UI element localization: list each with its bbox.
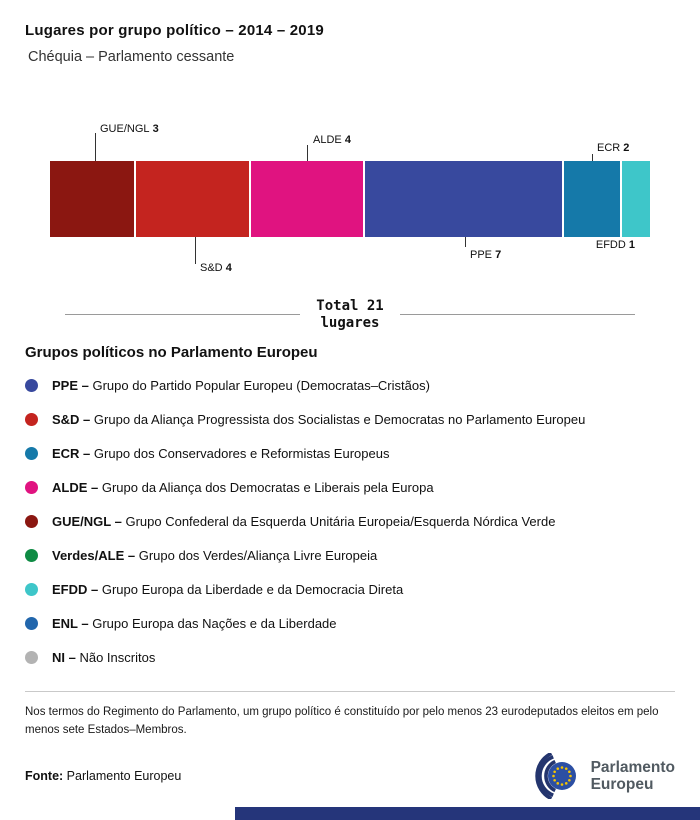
legend-desc: Grupo Europa da Liberdade e da Democraci… [101,582,404,598]
parliament-hemicycle-icon [534,753,576,800]
callout-line-sd [195,237,196,264]
legend-abbr: EFDD – [52,582,99,598]
source-label: Fonte: [25,769,64,784]
legend-desc: Grupo Europa das Nações e da Liberdade [92,616,337,632]
alde-color-dot [25,481,38,495]
total-left-rule [65,314,301,316]
legend-desc: Grupo dos Conservadores e Reformistas Eu… [93,446,390,462]
legend-abbr: GUE/NGL – [52,514,122,530]
legend-item-label: ENL – Grupo Europa das Nações e da Liber… [52,616,337,631]
segment-label-ppe: PPE 7 [470,249,501,261]
segment-label-alde: ALDE 4 [313,134,351,146]
gue-ngl-color-dot [25,515,38,529]
seat-count: 4 [344,134,351,146]
legend-item-label: S&D – Grupo da Aliança Progressista dos … [52,412,585,427]
logo-word-2: Europeu [590,776,654,794]
total-right-rule [399,314,635,316]
page-subtitle: Chéquia – Parlamento cessante [28,49,235,65]
bar-segment-ecr [563,161,620,237]
group-name: PPE [470,249,493,261]
verdes-ale-color-dot [25,549,38,563]
legend-item-sd: S&D – Grupo da Aliança Progressista dos … [25,403,675,437]
segment-label-ecr: ECR 2 [597,142,629,154]
legend-item-enl: ENL – Grupo Europa das Nações e da Liber… [25,607,675,641]
legend-item-label: Verdes/ALE – Grupo dos Verdes/Aliança Li… [52,548,377,563]
source-line: Fonte: Parlamento Europeu [25,769,181,783]
bar-segment-alde [250,161,364,237]
bar-segment-efdd [621,161,650,237]
callout-line-gue-ngl [95,133,96,161]
legend-abbr: ENL – [52,616,89,632]
bar-segment-sd [136,161,249,237]
legend-desc: Grupo dos Verdes/Aliança Livre Europeia [138,548,378,564]
legend-desc: Grupo da Aliança Progressista dos Social… [93,412,586,428]
legend-item-alde: ALDE – Grupo da Aliança dos Democratas e… [25,471,675,505]
bar-segment-gue-ngl [50,161,135,237]
legend-item-label: ALDE – Grupo da Aliança dos Democratas e… [52,480,434,495]
legend-desc: Não Inscritos [79,650,156,666]
seat-count: 3 [152,123,159,135]
legend-item-label: PPE – Grupo do Partido Popular Europeu (… [52,378,430,393]
ecr-color-dot [25,447,38,461]
bottom-accent-bar [235,807,700,820]
ppe-color-dot [25,379,38,393]
seat-count: 1 [628,239,635,251]
legend-item-label: NI – Não Inscritos [52,650,155,665]
logo-word-1: Parlamento [590,758,675,776]
footer: Fonte: Parlamento Europeu [25,753,675,800]
efdd-color-dot [25,583,38,597]
total-seats-label: Total 21 lugares [316,298,383,332]
divider-rule [25,690,675,692]
callout-line-ecr [592,154,593,161]
legend-item-ni: NI – Não Inscritos [25,641,675,675]
group-name: EFDD [595,239,626,251]
bar-segment-ppe [365,161,562,237]
stacked-bar [50,161,650,237]
segment-label-efdd: EFDD 1 [596,239,635,251]
seat-count: 2 [623,142,630,154]
european-parliament-logo: Parlamento Europeu [526,753,675,800]
group-name: S&D [200,262,223,274]
legend-abbr: ALDE – [52,480,99,496]
legend-item-efdd: EFDD – Grupo Europa da Liberdade e da De… [25,573,675,607]
legend-desc: Grupo do Partido Popular Europeu (Democr… [92,378,430,394]
callout-line-ppe [465,237,466,247]
sd-color-dot [25,413,38,427]
total-seats-row: Total 21 lugares [65,298,635,332]
seat-count: 7 [495,249,502,261]
legend-item-label: EFDD – Grupo Europa da Liberdade e da De… [52,582,403,597]
callout-line-alde [307,145,308,161]
total-seats-unit: lugares [320,314,380,331]
ni-color-dot [25,651,38,665]
total-seats-value: Total 21 [316,298,384,314]
page-title: Lugares por grupo político – 2014 – 2019 [25,22,324,39]
legend-item-label: ECR – Grupo dos Conservadores e Reformis… [52,446,389,461]
footnote-text: Nos termos do Regimento do Parlamento, u… [25,705,659,736]
legend-item-label: GUE/NGL – Grupo Confederal da Esquerda U… [52,514,555,529]
political-groups-legend: PPE – Grupo do Partido Popular Europeu (… [25,369,675,675]
group-name: ECR [597,142,621,154]
seat-count: 4 [225,262,232,274]
seats-stacked-bar-chart: GUE/NGL 3 ALDE 4 ECR 2 S&D 4 PPE 7 EFDD … [25,121,675,286]
source-value: Parlamento Europeu [66,769,182,784]
legend-desc: Grupo da Aliança dos Democratas e Libera… [101,480,434,496]
legend-abbr: S&D – [52,412,91,428]
group-name: ALDE [313,134,342,146]
legend-desc: Grupo Confederal da Esquerda Unitária Eu… [125,514,556,530]
legend-abbr: Verdes/ALE – [52,548,136,564]
legend-item-gue-ngl: GUE/NGL – Grupo Confederal da Esquerda U… [25,505,675,539]
legend-item-verdes-ale: Verdes/ALE – Grupo dos Verdes/Aliança Li… [25,539,675,573]
legend-abbr: PPE – [52,378,89,394]
enl-color-dot [25,617,38,631]
legend-abbr: ECR – [52,446,91,462]
legend-item-ecr: ECR – Grupo dos Conservadores e Reformis… [25,437,675,471]
segment-label-sd: S&D 4 [200,262,232,274]
legend-item-ppe: PPE – Grupo do Partido Popular Europeu (… [25,369,675,403]
segment-label-gue-ngl: GUE/NGL 3 [100,123,159,135]
group-name: GUE/NGL [100,123,150,135]
legend-heading: Grupos políticos no Parlamento Europeu [25,343,318,361]
legend-abbr: NI – [52,650,76,666]
logo-wordmark: Parlamento Europeu [591,759,675,795]
